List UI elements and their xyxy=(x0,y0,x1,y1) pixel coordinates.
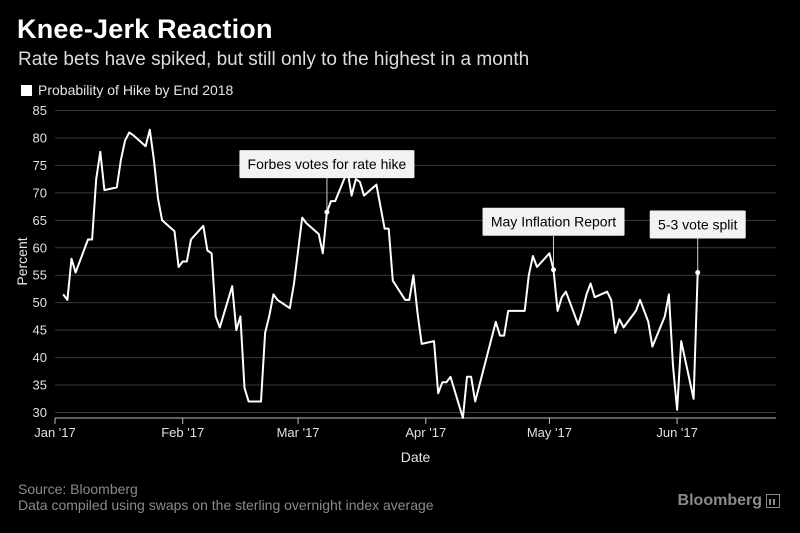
x-tick-label: Apr '17 xyxy=(405,425,446,440)
annotation: 5-3 vote split xyxy=(649,210,746,275)
x-tick-label: Jun '17 xyxy=(656,425,698,440)
annotation-label: 5-3 vote split xyxy=(658,216,737,232)
annotation-box xyxy=(239,150,415,179)
grid xyxy=(55,109,776,414)
annotation-label: Forbes votes for rate hike xyxy=(248,156,407,172)
y-tick-label: 50 xyxy=(33,295,47,310)
annotation: Forbes votes for rate hike xyxy=(239,150,415,215)
x-tick-label: Feb '17 xyxy=(161,425,204,440)
axes: 30 35 40 45 50 55 60 65 70 75 80 85 Jan '17 Feb '17 Ma… xyxy=(14,103,776,465)
series-layer xyxy=(62,128,699,419)
y-tick-label: 70 xyxy=(33,185,47,200)
chart-title: Knee-Jerk Reaction xyxy=(17,14,273,44)
y-tick-label: 65 xyxy=(33,213,47,228)
y-tick-label: 35 xyxy=(33,378,47,393)
y-tick-label: 80 xyxy=(33,130,47,145)
data-note: Data compiled using swaps on the sterlin… xyxy=(18,497,434,513)
legend: Probability of Hike by End 2018 xyxy=(21,82,233,98)
annotation-box xyxy=(649,210,746,239)
annotation-label: May Inflation Report xyxy=(491,214,616,230)
annotation: May Inflation Report xyxy=(482,207,625,273)
legend-label: Probability of Hike by End 2018 xyxy=(38,82,234,98)
x-axis-title: Date xyxy=(401,449,431,465)
y-tick-label: 85 xyxy=(33,103,47,118)
brand-name: Bloomberg xyxy=(677,492,762,509)
x-tick-label: Jan '17 xyxy=(34,425,76,440)
y-tick-label: 60 xyxy=(33,240,47,255)
annotation-box xyxy=(482,207,625,236)
y-tick-label: 30 xyxy=(33,405,47,420)
y-axis-title: Percent xyxy=(14,237,30,285)
y-tick-label: 40 xyxy=(33,350,47,365)
x-tick-label: Mar '17 xyxy=(277,425,320,440)
chart-icon xyxy=(766,494,780,508)
x-tick-label: May '17 xyxy=(527,425,572,440)
brand-logo: Bloomberg xyxy=(678,492,780,510)
annotations: Forbes votes for rate hike May Inflation … xyxy=(239,150,746,275)
annotation-marker xyxy=(324,209,330,215)
y-tick-label: 55 xyxy=(33,268,47,283)
annotation-marker xyxy=(551,267,557,273)
annotation-marker xyxy=(695,269,701,275)
source-note: Source: Bloomberg xyxy=(18,481,138,497)
y-tick-label: 75 xyxy=(33,158,47,173)
y-tick-label: 45 xyxy=(33,323,47,338)
series-line xyxy=(62,128,699,419)
legend-swatch xyxy=(21,84,32,96)
chart-subtitle: Rate bets have spiked, but still only to… xyxy=(18,49,530,70)
